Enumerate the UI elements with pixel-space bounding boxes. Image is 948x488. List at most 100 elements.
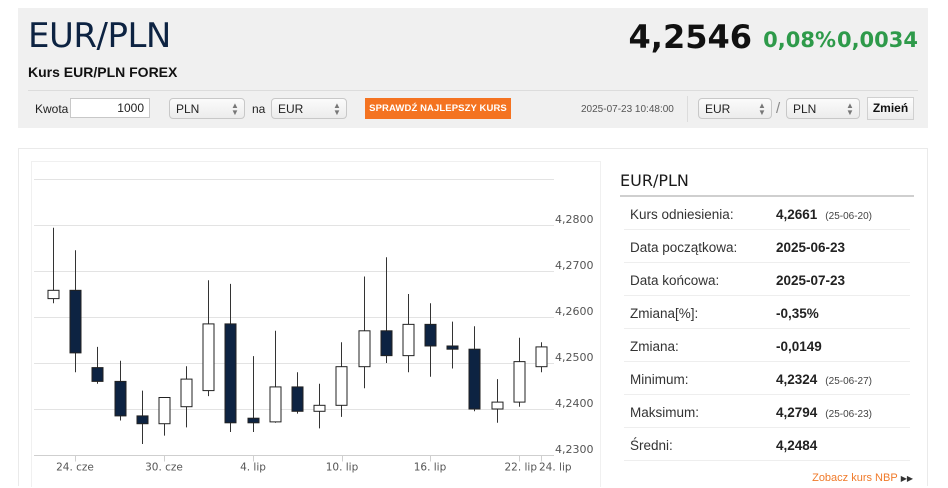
candle-up (535, 346, 548, 368)
from-currency-select[interactable]: PLN ▲ ▼ (169, 98, 245, 119)
candle-up (47, 289, 60, 300)
info-label: Minimum: (630, 372, 689, 387)
candle-down (424, 323, 437, 347)
pair-separator: / (776, 100, 781, 117)
double-arrow-right-icon: ▶▶ (900, 474, 913, 483)
divider (28, 90, 918, 91)
change-absolute: 0,0034 (836, 28, 918, 52)
info-value: 4,2661 (25-06-20) (776, 207, 872, 222)
candle-down (380, 330, 393, 357)
candlestick-chart[interactable]: 4,2800 4,2700 4,2600 4,2500 4,2400 4,2300 24. … (31, 161, 601, 487)
info-label: Data początkowa: (630, 240, 738, 255)
page-title: EUR/PLN (28, 16, 171, 56)
base-currency-select[interactable]: EUR ▲ ▼ (698, 98, 772, 119)
nbp-link-label: Zobacz kurs NBP (812, 472, 898, 484)
info-label: Zmiana[%]: (630, 306, 699, 321)
info-panel: EUR/PLN Kurs odniesienia: 4,2661 (25-06-20… (620, 165, 914, 461)
info-row: Średni: 4,2484 (624, 428, 910, 461)
y-axis-label: 4,2300 (555, 443, 594, 456)
candle-up (491, 401, 504, 410)
candle-up (269, 386, 282, 423)
candle-up (513, 361, 526, 403)
divider (687, 96, 688, 122)
to-currency-value: EUR (278, 102, 304, 116)
info-table: Kurs odniesienia: 4,2661 (25-06-20) Data po… (620, 197, 914, 461)
y-axis-label: 4,2700 (555, 259, 594, 272)
currency-converter: Kwota PLN ▲▼ na EUR ▲▼ SPRAWDŹ NAJLEPSZY… (18, 96, 928, 122)
info-row: Data końcowa: 2025-07-23 (624, 263, 910, 296)
candle-down (69, 289, 82, 354)
nbp-rate-link[interactable]: Zobacz kurs NBP ▶▶ (812, 472, 913, 484)
x-axis-label: 16. lip (414, 462, 447, 474)
info-date: (25-06-23) (825, 409, 872, 420)
info-value-text: 4,2794 (776, 405, 818, 420)
candle-up (202, 323, 215, 392)
info-value: 4,2324 (25-06-27) (776, 372, 872, 387)
candle-up (358, 330, 371, 368)
info-label: Kurs odniesienia: (630, 207, 734, 222)
info-row: Maksimum: 4,2794 (25-06-23) (624, 395, 910, 428)
y-axis-label: 4,2500 (555, 351, 594, 364)
info-label: Data końcowa: (630, 273, 720, 288)
info-value: 2025-07-23 (776, 273, 845, 288)
swap-button[interactable]: Zmień (867, 97, 914, 120)
quote-currency-select[interactable]: PLN ▲ ▼ (786, 98, 860, 119)
info-value: 4,2794 (25-06-23) (776, 405, 872, 420)
candle-up (180, 378, 193, 408)
x-axis-label: 24. lip (539, 462, 572, 474)
current-rate: 4,2546 (628, 18, 752, 56)
header-panel: EUR/PLN Kurs EUR/PLN FOREX 4,2546 0,08% … (18, 8, 928, 128)
candle-up (335, 366, 348, 406)
info-row: Zmiana[%]: -0,35% (624, 296, 910, 329)
info-row: Minimum: 4,2324 (25-06-27) (624, 362, 910, 395)
select-arrows-icon: ▲ ▼ (231, 101, 239, 117)
page-subtitle: Kurs EUR/PLN FOREX (28, 64, 178, 80)
timestamp: 2025-07-23 10:48:00 (581, 104, 674, 115)
info-date: (25-06-27) (825, 376, 872, 387)
info-value: -0,0149 (776, 339, 822, 354)
candle-down (224, 323, 237, 424)
chart-canvas: 4,2800 4,2700 4,2600 4,2500 4,2400 4,2300 24. … (34, 179, 594, 474)
x-axis-label: 10. lip (326, 462, 359, 474)
info-value: 4,2484 (776, 438, 817, 453)
info-value-text: -0,35% (776, 306, 819, 321)
candle-down (136, 415, 149, 425)
amount-input[interactable] (70, 98, 150, 118)
candle-down (446, 345, 459, 350)
select-arrows-icon: ▲ ▼ (846, 101, 854, 117)
info-title: EUR/PLN (620, 165, 914, 197)
x-axis-label: 30. cze (145, 462, 183, 474)
y-axis-label: 4,2800 (555, 213, 594, 226)
candle-down (91, 367, 104, 382)
info-row: Zmiana: -0,0149 (624, 329, 910, 362)
amount-label: Kwota (35, 102, 69, 116)
candle-down (247, 417, 260, 424)
best-rate-button[interactable]: SPRAWDŹ NAJLEPSZY KURS (365, 98, 511, 119)
info-value-text: 2025-07-23 (776, 273, 846, 288)
info-value-text: 4,2661 (776, 207, 818, 222)
to-currency-select[interactable]: EUR ▲ ▼ (271, 98, 347, 119)
y-axis-label: 4,2400 (555, 397, 594, 410)
quote-currency-value: PLN (793, 102, 817, 116)
y-axis-label: 4,2600 (555, 305, 594, 318)
info-value: 2025-06-23 (776, 240, 845, 255)
candle-down (114, 380, 127, 417)
candle-down (468, 348, 481, 410)
info-value-text: 4,2484 (776, 438, 818, 453)
x-axis-label: 22. lip (504, 462, 537, 474)
from-currency-value: PLN (176, 102, 200, 116)
x-axis-label: 4. lip (240, 462, 266, 474)
info-label: Średni: (630, 438, 673, 453)
info-row: Data początkowa: 2025-06-23 (624, 230, 910, 263)
main-panel: 4,2800 4,2700 4,2600 4,2500 4,2400 4,2300 24. … (18, 148, 928, 487)
candle-up (158, 397, 171, 425)
info-label: Maksimum: (630, 405, 700, 420)
candle-down (291, 386, 304, 412)
candle-up (313, 404, 326, 412)
candle-up (402, 323, 415, 357)
info-date: (25-06-20) (825, 211, 872, 222)
select-arrows-icon: ▲ ▼ (333, 101, 341, 117)
base-currency-value: EUR (705, 102, 731, 116)
info-value-text: 2025-06-23 (776, 240, 846, 255)
select-arrows-icon: ▲ ▼ (758, 101, 766, 117)
